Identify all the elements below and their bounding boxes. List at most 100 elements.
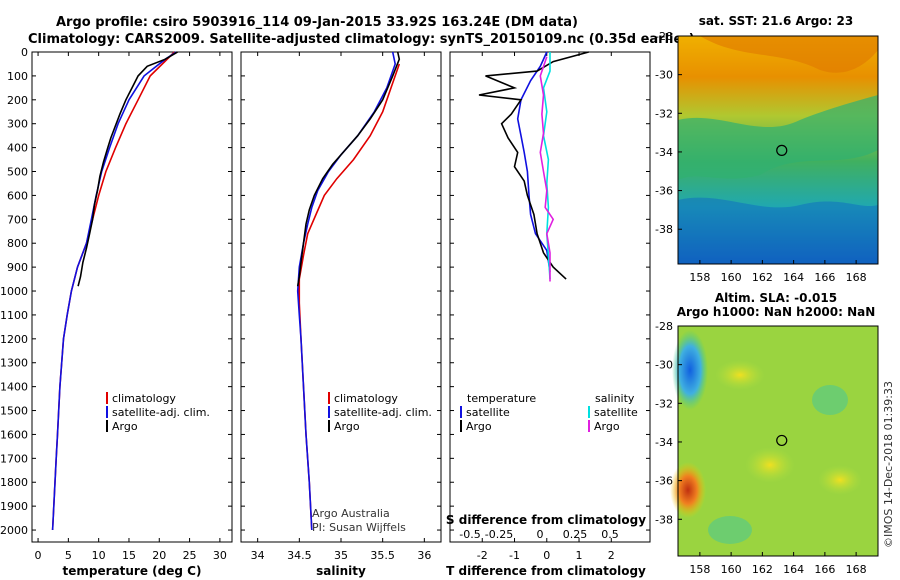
series-layer [51, 51, 589, 531]
map-y-tick-label: -28 [655, 320, 673, 333]
x2-tick-label: -0.5 [459, 528, 480, 541]
y-tick-label: 1700 [0, 452, 28, 465]
temperature-legend: climatology satellite-adj. clim. Argo [106, 392, 210, 433]
sla-high-anomaly [670, 462, 706, 518]
x-tick-label: 1 [576, 549, 583, 562]
y-tick-label: 100 [7, 70, 28, 83]
y-tick-label: 1500 [0, 405, 28, 418]
y-tick-label: 800 [7, 237, 28, 250]
map-y-tick-label: -30 [655, 359, 673, 372]
legend-label-t-satellite: satellite [466, 406, 510, 419]
legend-label-climatology: climatology [112, 392, 176, 405]
map-y-tick-label: -34 [655, 436, 673, 449]
sla-green-eddy [708, 516, 752, 544]
sla-map-title-line2: Argo h1000: NaN h2000: NaN [677, 305, 876, 319]
map-x-tick-label: 168 [846, 563, 867, 576]
salinity-legend: climatology satellite-adj. clim. Argo Ar… [312, 392, 432, 534]
series-line-t-argo [478, 51, 589, 280]
salinity-xlabel: salinity [316, 564, 366, 578]
map-y-tick-label: -28 [655, 30, 673, 43]
y-tick-label: 700 [7, 213, 28, 226]
legend-label-climatology: climatology [334, 392, 398, 405]
sst-warm-water [700, 36, 878, 73]
map-x-tick-label: 168 [846, 271, 867, 284]
map-y-tick-label: -38 [655, 513, 673, 526]
y-tick-label: 1300 [0, 357, 28, 370]
sla-green-eddy [812, 385, 848, 415]
y-tick-label: 1900 [0, 500, 28, 513]
salinity-panel [240, 51, 442, 543]
sla-yellow-eddy [818, 465, 862, 495]
series-line-t-satellite [516, 51, 551, 273]
figure-title-line1: Argo profile: csiro 5903916_114 09-Jan-2… [56, 15, 578, 30]
x-tick-label: 0 [35, 549, 42, 562]
map-x-tick-label: 160 [721, 271, 742, 284]
difference-x2label: S difference from climatology [446, 513, 646, 527]
x-tick-label: 34.5 [287, 549, 312, 562]
legend-label-s-satellite: satellite [594, 406, 638, 419]
sla-low-anomaly [672, 330, 708, 410]
sst-axes: 158 160 162 164 166 168 -28 -30 -32 -34 -36 -38 [655, 30, 867, 284]
y-tick-label: 1000 [0, 285, 28, 298]
axes-layer: 0100200300400500600700800900100011001200… [0, 46, 650, 562]
series-line-satellite-adj-clim- [51, 51, 177, 531]
x-tick-label: 30 [213, 549, 227, 562]
sst-cold-water [678, 197, 878, 264]
x-tick-label: -2 [477, 549, 488, 562]
difference-panel [449, 51, 651, 543]
map-y-tick-label: -30 [655, 69, 673, 82]
difference-legend: temperature salinity satellite Argo sate… [460, 392, 638, 433]
legend-title-temperature: temperature [467, 392, 536, 405]
x-tick-label: 25 [183, 549, 197, 562]
x-tick-label: 20 [152, 549, 166, 562]
series-line-argo [296, 51, 401, 287]
sla-map: Altim. SLA: -0.015 Argo h1000: NaN h2000… [655, 291, 879, 576]
x-tick-label: -1 [509, 549, 520, 562]
legend-title-salinity: salinity [595, 392, 635, 405]
sla-field [678, 326, 878, 556]
y-tick-label: 1400 [0, 381, 28, 394]
map-x-tick-label: 166 [814, 271, 835, 284]
map-y-tick-label: -36 [655, 475, 673, 488]
x-tick-label: 10 [92, 549, 106, 562]
legend-label-argo: Argo [334, 420, 360, 433]
map-x-tick-label: 160 [721, 563, 742, 576]
sst-green-front [678, 95, 878, 180]
x-tick-label: 35 [334, 549, 348, 562]
x-tick-label: 2 [608, 549, 615, 562]
x-tick-label: 35.5 [370, 549, 395, 562]
x2-tick-label: 0.5 [601, 528, 619, 541]
map-x-tick-label: 158 [689, 563, 710, 576]
sla-yellow-eddy [745, 447, 795, 483]
map-x-tick-label: 164 [783, 271, 804, 284]
imos-credit: ©IMOS 14-Dec-2018 01:39:33 [882, 381, 895, 548]
y-tick-label: 1100 [0, 309, 28, 322]
y-tick-label: 0 [21, 46, 28, 59]
y-tick-label: 200 [7, 94, 28, 107]
series-line-argo [77, 51, 178, 287]
y-tick-label: 1200 [0, 333, 28, 346]
map-x-tick-label: 162 [752, 271, 773, 284]
y-tick-label: 1800 [0, 476, 28, 489]
x-tick-label: 36 [417, 549, 431, 562]
sst-map-title: sat. SST: 21.6 Argo: 23 [699, 14, 853, 28]
y-tick-label: 2000 [0, 524, 28, 537]
legend-label-satellite: satellite-adj. clim. [334, 406, 432, 419]
x-tick-label: 5 [65, 549, 72, 562]
x2-tick-label: 0 [537, 528, 544, 541]
temperature-xlabel: temperature (deg C) [63, 564, 202, 578]
y-tick-label: 900 [7, 261, 28, 274]
y-tick-label: 400 [7, 142, 28, 155]
sla-map-frame [677, 325, 879, 557]
x2-tick-label: 0.25 [563, 528, 588, 541]
y-tick-label: 500 [7, 166, 28, 179]
sla-axes: 158 160 162 164 166 168 -28 -30 -32 -34 -36 -38 [655, 320, 867, 576]
map-y-tick-label: -32 [655, 397, 673, 410]
x-tick-label: 15 [122, 549, 136, 562]
map-y-tick-label: -36 [655, 185, 673, 198]
series-line-s-argo [539, 56, 555, 282]
credit-pi: PI: Susan Wijffels [312, 521, 406, 534]
map-y-tick-label: -34 [655, 146, 673, 159]
y-tick-label: 600 [7, 189, 28, 202]
